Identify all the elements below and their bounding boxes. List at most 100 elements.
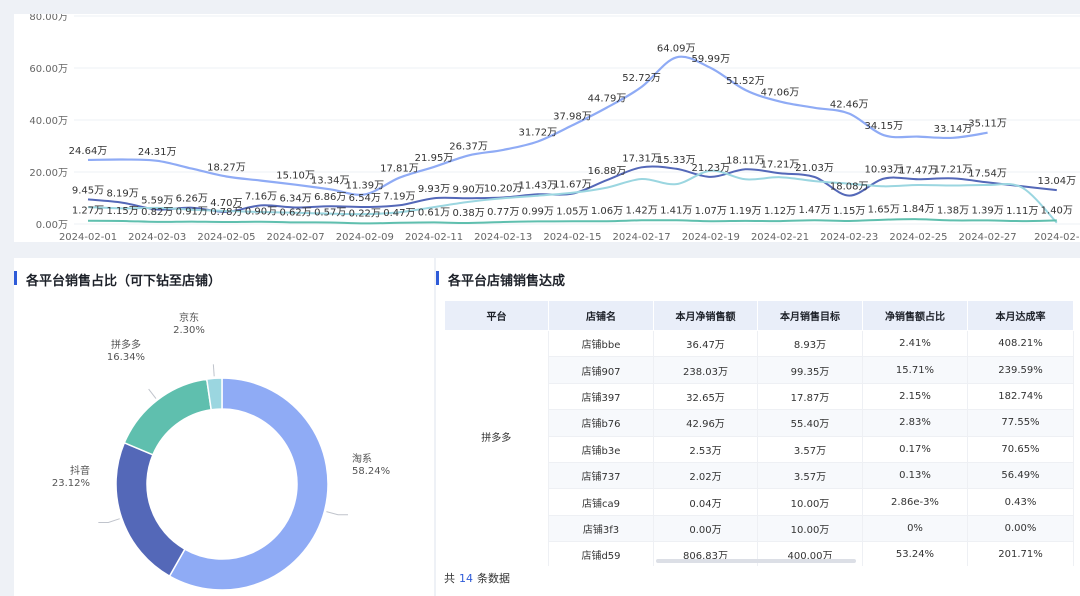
net-sales-cell: 2.02万 (653, 462, 758, 490)
table-row[interactable]: 店铺907 238.03万 99.35万 15.71% 239.59% (445, 356, 1074, 384)
data-label: 1.38万 (937, 205, 969, 216)
x-tick-label: 2024-02-15 (543, 232, 601, 242)
series-line-3[interactable] (87, 169, 1058, 224)
slice-name-label: 淘系 (352, 452, 372, 465)
col-header-share[interactable]: 净销售额占比 (862, 300, 968, 331)
donut-slice-4[interactable] (205, 377, 223, 411)
data-label: 9.93万 (418, 184, 450, 195)
target-cell: 8.93万 (757, 330, 863, 358)
data-label: 15.10万 (276, 171, 315, 182)
table-row[interactable]: 店铺737 2.02万 3.57万 0.13% 56.49% (445, 462, 1074, 490)
net-sales-cell: 42.96万 (653, 409, 758, 437)
table-row[interactable]: 拼多多 店铺bbe 36.47万 8.93万 2.41% 408.21% (444, 330, 1074, 542)
data-label: 1.11万 (1006, 206, 1038, 217)
target-cell: 10.00万 (757, 488, 863, 516)
data-label: 0.99万 (522, 206, 554, 217)
target-cell: 99.35万 (757, 356, 863, 384)
data-label: 0.77万 (487, 207, 519, 218)
platform-share-title: 各平台销售占比（可下钻至店铺） (14, 270, 221, 289)
horizontal-scrollbar[interactable] (656, 559, 856, 563)
data-label: 1.84万 (902, 204, 934, 215)
data-label: 11.67万 (553, 180, 592, 191)
share-cell: 0% (862, 515, 968, 543)
achievement-cell: 201.71% (967, 541, 1074, 566)
target-cell: 3.57万 (757, 436, 863, 463)
store-sales-table: 平台 店铺名 本月净销售额 本月销售目标 净销售额占比 本月达成率 拼多多 店铺b… (444, 300, 1074, 566)
share-cell: 2.41% (862, 330, 968, 358)
data-label: 31.72万 (518, 128, 557, 139)
donut-slice-1[interactable] (168, 377, 329, 591)
store-name-cell: 店铺737 (548, 462, 654, 490)
data-label: 0.38万 (452, 208, 484, 219)
data-label: 1.19万 (729, 206, 761, 217)
col-header-net-sales[interactable]: 本月净销售额 (653, 300, 758, 331)
store-name-cell: 店铺d59 (548, 541, 654, 566)
x-tick-label: 2024-02- (1034, 232, 1080, 242)
platform-cell: 拼多多 (444, 330, 549, 542)
data-label: 21.03万 (795, 163, 834, 174)
data-label: 64.09万 (657, 43, 696, 54)
data-label: 9.45万 (72, 185, 104, 196)
target-cell: 3.57万 (757, 462, 863, 490)
data-label: 18.11万 (726, 155, 765, 166)
share-cell: 53.24% (862, 541, 968, 566)
data-label: 18.08万 (830, 182, 869, 193)
x-tick-label: 2024-02-25 (889, 232, 947, 242)
col-header-achievement[interactable]: 本月达成率 (967, 300, 1074, 331)
data-label: 17.31万 (622, 153, 661, 164)
data-label: 10.20万 (484, 183, 523, 194)
table-row[interactable]: 店铺397 32.65万 17.87万 2.15% 182.74% (445, 383, 1074, 411)
x-tick-label: 2024-02-17 (613, 232, 671, 242)
table-row[interactable]: 店铺b76 42.96万 55.40万 2.83% 77.55% (445, 409, 1074, 437)
col-header-store[interactable]: 店铺名 (548, 300, 654, 331)
series-line-1[interactable] (87, 55, 988, 196)
x-tick-label: 2024-02-05 (197, 232, 255, 242)
data-label: 0.61万 (418, 207, 450, 218)
table-row[interactable]: 店铺ca9 0.04万 10.00万 2.86e-3% 0.43% (445, 488, 1074, 516)
data-label: 1.15万 (106, 206, 138, 217)
store-name-cell: 店铺b3e (548, 436, 654, 463)
store-sales-title: 各平台店铺销售达成 (436, 270, 565, 289)
data-label: 6.86万 (314, 192, 346, 203)
data-label: 24.64万 (69, 146, 108, 157)
table-row[interactable]: 店铺b3e 2.53万 3.57万 0.17% 70.65% (445, 436, 1074, 463)
data-label: 8.19万 (106, 189, 138, 200)
donut-slice-3[interactable] (123, 378, 213, 456)
net-sales-cell: 238.03万 (653, 356, 758, 384)
table-row[interactable]: 店铺3f3 0.00万 10.00万 0% 0.00% (445, 515, 1074, 543)
platform-cell (444, 541, 549, 566)
target-cell: 55.40万 (757, 409, 863, 437)
store-sales-table-wrapper[interactable]: 平台 店铺名 本月净销售额 本月销售目标 净销售额占比 本月达成率 拼多多 店铺b… (436, 258, 1080, 566)
series-line-4[interactable] (87, 218, 1057, 225)
data-label: 1.42万 (625, 205, 657, 216)
data-label: 9.90万 (452, 184, 484, 195)
data-label: 35.11万 (968, 119, 1007, 130)
data-label: 0.22万 (349, 208, 381, 219)
achievement-cell: 77.55% (967, 409, 1074, 437)
x-tick-label: 2024-02-03 (128, 232, 186, 242)
data-label: 21.23万 (691, 163, 730, 174)
slice-percent-label: 23.12% (52, 478, 90, 489)
data-label: 17.21万 (761, 159, 800, 170)
table-row[interactable]: 店铺d59 806.83万 400.00万 53.24% 201.71% (444, 541, 1074, 566)
data-label: 1.47万 (798, 205, 830, 216)
data-label: 0.78万 (210, 207, 242, 218)
data-label: 4.70万 (210, 198, 242, 209)
donut-slice-2[interactable] (115, 441, 186, 578)
data-label: 52.72万 (622, 73, 661, 84)
data-label: 24.31万 (138, 147, 177, 158)
data-label: 42.46万 (830, 100, 869, 111)
slice-percent-label: 58.24% (352, 466, 390, 477)
data-label: 6.34万 (279, 194, 311, 205)
col-header-platform[interactable]: 平台 (444, 300, 549, 331)
col-header-target[interactable]: 本月销售目标 (757, 300, 863, 331)
table-header-row: 平台 店铺名 本月净销售额 本月销售目标 净销售额占比 本月达成率 (444, 300, 1074, 331)
net-sales-cell: 32.65万 (653, 383, 758, 411)
slice-percent-label: 2.30% (173, 325, 205, 336)
slice-leader-line (212, 364, 215, 377)
data-label: 13.34万 (311, 175, 350, 186)
x-tick-label: 2024-02-09 (336, 232, 394, 242)
store-name-cell: 店铺ca9 (548, 488, 654, 516)
data-label: 1.65万 (868, 205, 900, 216)
